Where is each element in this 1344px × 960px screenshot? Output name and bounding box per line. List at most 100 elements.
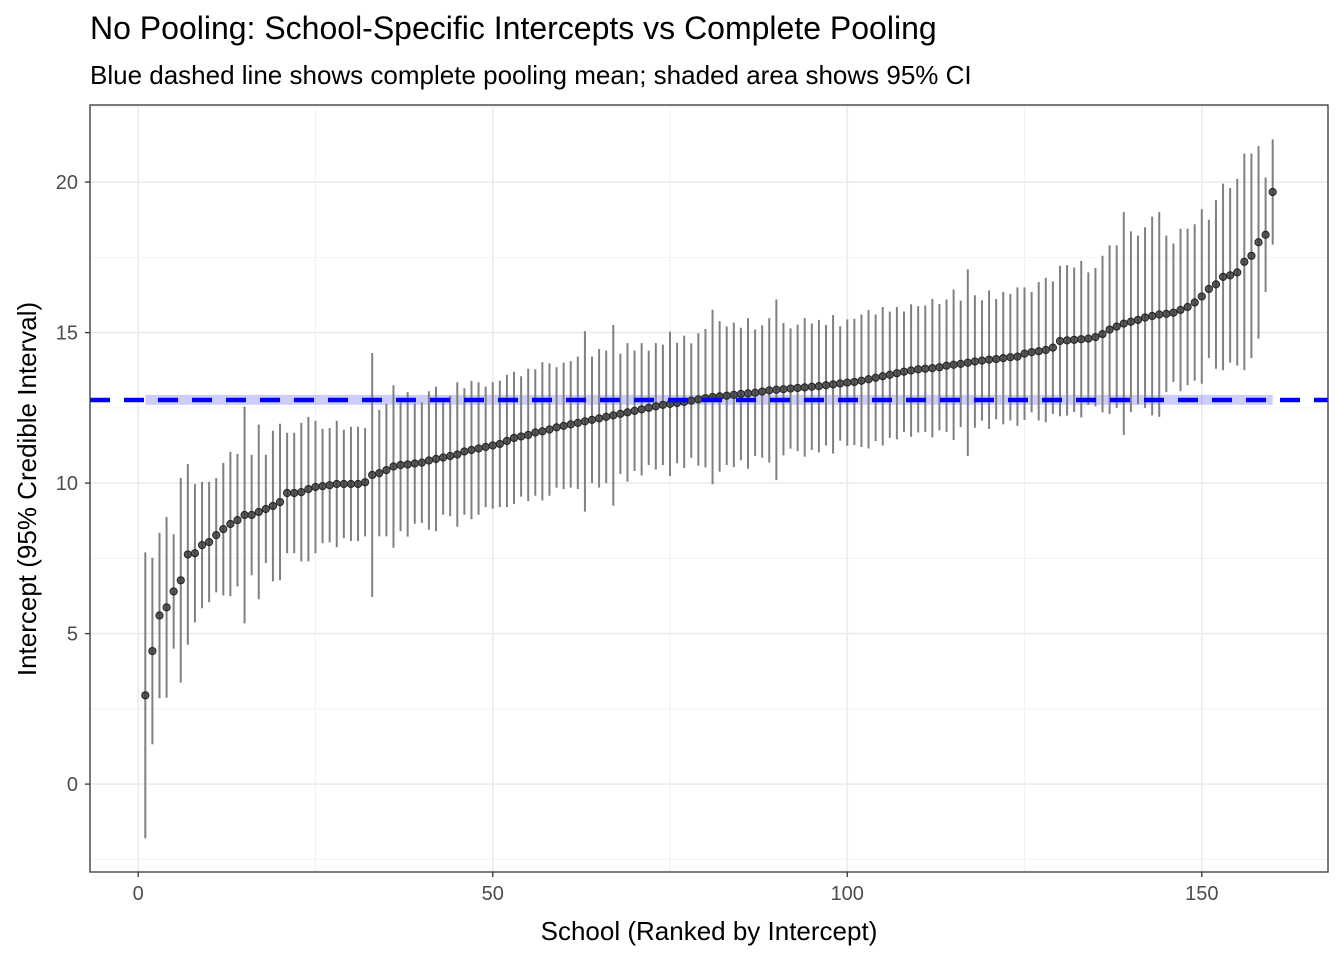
data-point	[1261, 230, 1270, 239]
y-tick-label: 5	[67, 624, 78, 646]
data-point	[226, 519, 235, 529]
panel-border	[89, 104, 1329, 873]
data-point	[1070, 335, 1079, 344]
data-point	[999, 354, 1008, 363]
data-point	[899, 367, 909, 376]
data-point	[1268, 187, 1277, 197]
data-point	[928, 363, 937, 373]
data-point	[1105, 325, 1114, 334]
data-point	[821, 381, 831, 390]
data-point	[658, 400, 668, 409]
data-point	[439, 453, 448, 462]
chart-title: No Pooling: School-Specific Intercepts v…	[90, 10, 937, 46]
data-point	[481, 442, 490, 452]
data-point	[651, 402, 660, 411]
data-point	[828, 380, 838, 389]
data-point	[694, 395, 703, 404]
data-point	[843, 378, 852, 387]
data-point	[1204, 284, 1213, 294]
data-point	[786, 384, 795, 393]
data-point	[949, 360, 958, 369]
data-point	[644, 403, 653, 412]
x-tick-label: 100	[831, 883, 864, 905]
data-point	[517, 432, 526, 441]
data-point	[1226, 271, 1235, 280]
data-point	[864, 375, 873, 384]
data-point	[722, 391, 731, 400]
data-point	[297, 488, 306, 497]
data-point	[283, 488, 292, 498]
data-point	[339, 479, 348, 489]
data-point	[410, 459, 419, 468]
data-point	[495, 439, 504, 449]
y-tick-label: 10	[56, 473, 78, 495]
data-point	[878, 372, 887, 381]
data-point	[332, 479, 341, 489]
data-point	[141, 691, 150, 700]
data-point	[304, 485, 313, 494]
data-point	[488, 441, 497, 450]
data-point	[992, 354, 1001, 364]
data-point	[573, 418, 582, 427]
data-point	[630, 406, 639, 415]
data-point	[155, 611, 164, 620]
data-point	[176, 576, 185, 585]
data-point	[594, 414, 604, 423]
data-point	[467, 445, 476, 455]
data-point	[219, 525, 228, 534]
data-point	[375, 469, 384, 478]
data-point	[1091, 332, 1100, 342]
data-point	[1077, 335, 1086, 344]
data-point	[524, 430, 533, 440]
data-point	[1055, 336, 1065, 346]
data-point	[892, 369, 901, 378]
data-point	[1119, 319, 1128, 328]
data-point	[956, 359, 965, 368]
data-point	[268, 501, 278, 511]
data-point	[1133, 315, 1143, 325]
data-point	[1183, 302, 1192, 312]
y-tick-label: 20	[56, 172, 78, 194]
data-point	[368, 470, 377, 480]
data-point	[460, 447, 469, 456]
data-point	[772, 385, 781, 394]
data-point	[190, 549, 200, 558]
data-point	[509, 433, 519, 443]
data-point	[1148, 311, 1157, 321]
grid	[90, 105, 1328, 872]
data-point	[1006, 353, 1015, 362]
data-point	[1020, 349, 1029, 358]
data-point	[325, 481, 334, 490]
data-point	[446, 451, 455, 461]
data-point	[169, 587, 178, 596]
data-point	[1155, 310, 1164, 319]
data-point	[474, 444, 483, 453]
data-point	[417, 458, 426, 467]
data-point	[552, 423, 561, 432]
data-point	[750, 388, 760, 397]
data-point	[538, 427, 547, 436]
data-point	[814, 382, 824, 391]
y-tick-label: 0	[67, 774, 78, 796]
data-point	[602, 412, 611, 421]
data-point	[1169, 308, 1178, 317]
data-point	[637, 405, 646, 414]
data-point	[566, 420, 575, 429]
data-point	[687, 396, 696, 405]
data-point	[1162, 309, 1171, 319]
data-point	[779, 385, 788, 394]
data-point	[765, 386, 774, 395]
data-point	[311, 482, 320, 492]
data-point	[1027, 348, 1036, 357]
data-point	[807, 382, 816, 391]
data-point	[346, 479, 356, 489]
data-point	[453, 450, 462, 459]
chart-subtitle: Blue dashed line shows complete pooling …	[90, 60, 972, 90]
data-point	[609, 411, 618, 420]
data-point	[1084, 334, 1093, 343]
data-point	[857, 376, 866, 385]
x-tick-label: 0	[133, 883, 144, 905]
data-point	[205, 537, 214, 547]
data-point	[850, 377, 859, 387]
data-point	[233, 516, 242, 525]
